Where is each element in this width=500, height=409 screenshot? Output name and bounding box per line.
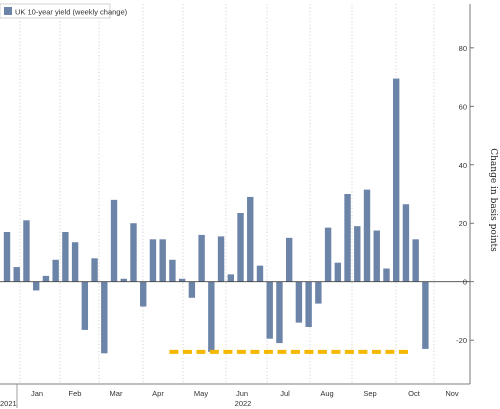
bar-40 bbox=[393, 78, 400, 282]
bar-30 bbox=[295, 281, 303, 323]
bar-25 bbox=[247, 196, 254, 282]
bar-4 bbox=[42, 275, 50, 282]
legend: UK 10-year yield (weekly change) bbox=[0, 3, 128, 19]
bar-16 bbox=[159, 239, 166, 282]
y-axis-title: Change in basis points bbox=[488, 148, 498, 252]
x-tick-label-mar: Mar bbox=[110, 389, 123, 398]
x-axis: Jan Feb Mar Apr May Jun Jul Aug Sep Oct Nov 2021 202… bbox=[0, 383, 470, 408]
x-tick-label-jun: Jun bbox=[236, 389, 248, 398]
bar-35 bbox=[344, 194, 351, 282]
bar-39 bbox=[383, 268, 390, 282]
bar-6 bbox=[62, 232, 69, 282]
y-tick-label-40: 40 bbox=[459, 161, 467, 170]
bar-8 bbox=[81, 281, 89, 330]
bar-21 bbox=[208, 281, 215, 352]
bar-22 bbox=[217, 236, 225, 282]
legend-swatch bbox=[4, 7, 12, 15]
bar-36 bbox=[354, 226, 361, 282]
y-tick-label-0: 0 bbox=[463, 278, 467, 287]
bar-29 bbox=[285, 237, 293, 282]
x-tick-label-jul: Jul bbox=[280, 389, 290, 398]
bar-24 bbox=[237, 213, 244, 282]
bar-42 bbox=[412, 239, 419, 282]
bar-7 bbox=[71, 242, 79, 282]
bar-15 bbox=[149, 239, 157, 282]
bar-43 bbox=[422, 281, 429, 349]
bar-34 bbox=[334, 262, 342, 282]
bar-20 bbox=[198, 234, 205, 282]
bar-38 bbox=[373, 230, 380, 282]
bar-10 bbox=[101, 281, 108, 354]
x-tick-label-oct: Oct bbox=[408, 389, 421, 398]
bar-23 bbox=[227, 274, 234, 282]
bar-31 bbox=[305, 281, 312, 327]
bar-17 bbox=[169, 259, 176, 282]
bar-5 bbox=[52, 259, 59, 282]
x-tick-label-sep: Sep bbox=[363, 389, 376, 398]
y-tick-label-80: 80 bbox=[459, 44, 467, 53]
bar-2 bbox=[23, 220, 30, 282]
legend-box bbox=[0, 3, 111, 19]
y-tick-label-20: 20 bbox=[459, 219, 467, 228]
x-tick-label-nov: Nov bbox=[445, 389, 459, 398]
year-label-2021: 2021 bbox=[0, 399, 17, 408]
y-tick-label-60: 60 bbox=[459, 102, 467, 111]
bar-27 bbox=[266, 281, 273, 339]
y-axis: -20 0 20 40 60 80 bbox=[456, 4, 474, 384]
bar-9 bbox=[91, 258, 98, 282]
bar-18 bbox=[178, 278, 186, 282]
bar-14 bbox=[140, 281, 147, 307]
x-tick-label-may: May bbox=[194, 389, 208, 398]
bar-1 bbox=[13, 267, 20, 282]
bar-3 bbox=[32, 281, 40, 291]
bar-32 bbox=[315, 281, 322, 304]
bar-0 bbox=[3, 232, 11, 282]
x-tick-label-apr: Apr bbox=[152, 389, 164, 398]
bar-33 bbox=[324, 227, 332, 282]
bar-11 bbox=[110, 199, 118, 282]
x-tick-label-feb: Feb bbox=[69, 389, 82, 398]
bar-26 bbox=[256, 265, 264, 282]
legend-label: UK 10-year yield (weekly change) bbox=[15, 8, 128, 17]
x-tick-label-aug: Aug bbox=[320, 389, 333, 398]
year-label-2022: 2022 bbox=[235, 399, 252, 408]
bar-19 bbox=[188, 281, 196, 298]
y-tick-label--20: -20 bbox=[456, 336, 467, 345]
bar-28 bbox=[276, 281, 283, 344]
bar-41 bbox=[402, 204, 410, 282]
x-tick-label-jan: Jan bbox=[31, 389, 43, 398]
bar-12 bbox=[120, 278, 127, 282]
bar-37 bbox=[363, 189, 371, 282]
bars bbox=[3, 78, 429, 354]
bar-13 bbox=[130, 223, 137, 282]
